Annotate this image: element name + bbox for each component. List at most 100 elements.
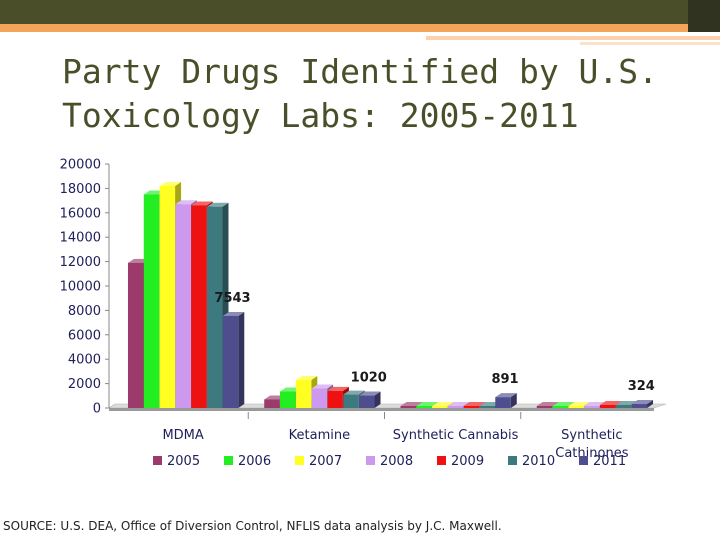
data-label: 7543 xyxy=(214,291,250,306)
legend-label: 2010 xyxy=(522,454,555,469)
bar-side xyxy=(510,393,517,408)
legend-swatch xyxy=(579,456,588,465)
legend-label: 2008 xyxy=(380,454,413,469)
data-label: 1020 xyxy=(351,371,387,386)
x-category-label: MDMA xyxy=(162,428,203,443)
bar-front xyxy=(191,205,207,408)
legend-swatch xyxy=(295,456,304,465)
bar-front xyxy=(495,397,511,408)
bar-front xyxy=(463,406,480,408)
bar-front xyxy=(280,391,296,408)
bar-top xyxy=(447,402,470,406)
bar-top xyxy=(416,402,438,406)
bar-top xyxy=(159,181,182,186)
decorative-line xyxy=(580,42,720,45)
bar xyxy=(495,393,517,408)
bar-chart: 0 2000 4000 6000 8000 10000 12000 14000 16000 180… xyxy=(60,158,667,469)
legend-label: 2006 xyxy=(238,454,271,469)
chart-floor-edge xyxy=(109,408,654,411)
bar-top xyxy=(359,391,381,396)
legend-swatch xyxy=(224,456,233,465)
legend-swatch xyxy=(508,456,517,465)
bar-front xyxy=(536,406,553,408)
legend-label: 2011 xyxy=(593,454,626,469)
bar-side xyxy=(238,311,245,408)
bar-front xyxy=(206,206,223,408)
x-category-label: Cathinones xyxy=(555,446,628,461)
bar-front xyxy=(599,404,616,408)
bar-top xyxy=(400,402,422,406)
legend-label: 2009 xyxy=(451,454,484,469)
bar-top xyxy=(495,393,517,398)
bar-top xyxy=(463,402,486,406)
bar-top xyxy=(552,402,575,406)
legend-swatch xyxy=(366,456,375,465)
bar-top xyxy=(343,390,365,395)
source-note: SOURCE: U.S. DEA, Office of Diversion Co… xyxy=(3,519,502,533)
bar-front xyxy=(359,395,375,408)
x-category-label: Synthetic xyxy=(561,428,622,443)
y-tick-label: 2000 xyxy=(68,377,101,392)
slide-corner-block xyxy=(688,0,720,32)
bar xyxy=(359,391,381,408)
bar-top xyxy=(191,201,213,206)
y-axis: 0 2000 4000 6000 8000 10000 12000 14000 16000 180… xyxy=(60,158,110,417)
legend-swatch xyxy=(153,456,162,465)
slide-top-bar xyxy=(0,0,720,24)
bar-front xyxy=(175,204,191,408)
bar-top xyxy=(631,400,654,405)
y-tick-label: 4000 xyxy=(68,353,101,368)
bar-front xyxy=(327,390,343,408)
legend-label: 2007 xyxy=(309,454,342,469)
bar xyxy=(631,400,654,408)
y-tick-label: 0 xyxy=(93,402,101,417)
decorative-line xyxy=(426,36,720,40)
bar xyxy=(222,311,245,408)
data-label: 891 xyxy=(491,372,518,387)
y-tick-label: 8000 xyxy=(68,304,101,319)
bar-front xyxy=(479,406,495,408)
x-category-label: Synthetic Cannabis xyxy=(393,428,519,443)
bar-front xyxy=(552,406,569,408)
bar-front xyxy=(143,194,160,408)
y-tick-label: 14000 xyxy=(60,231,101,246)
slide-title-line-1: Party Drugs Identified by U.S. xyxy=(62,52,659,91)
slide-title-line-2: Toxicology Labs: 2005-2011 xyxy=(62,96,579,135)
bar-front xyxy=(127,262,144,408)
bar-front xyxy=(568,406,584,408)
bar-front xyxy=(631,404,648,408)
bar-front xyxy=(447,406,464,408)
bar-top xyxy=(599,400,622,405)
chart-legend: 2005 2006 2007 2008 2009 2010 2011 xyxy=(153,454,626,469)
bar-front xyxy=(432,406,448,408)
bar-front xyxy=(400,406,416,408)
slide-title: Party Drugs Identified by U.S. Toxicolog… xyxy=(62,50,702,138)
slide-top-accent-bar xyxy=(0,24,720,32)
bar-front xyxy=(311,388,328,408)
legend-swatch xyxy=(437,456,446,465)
bar-top xyxy=(206,202,229,207)
y-tick-label: 10000 xyxy=(60,280,101,295)
y-tick-label: 20000 xyxy=(60,158,101,173)
y-tick-label: 18000 xyxy=(60,182,101,197)
legend-label: 2005 xyxy=(167,454,200,469)
y-tick-label: 12000 xyxy=(60,255,101,270)
bar-front xyxy=(159,185,176,408)
bar-top xyxy=(327,386,349,391)
bar-front xyxy=(264,399,280,408)
bar-side xyxy=(647,400,654,408)
bar-top xyxy=(568,402,590,406)
x-category-label: Ketamine xyxy=(289,428,350,443)
bar-front xyxy=(222,315,239,408)
bar-front xyxy=(615,404,632,408)
bar-front xyxy=(416,406,432,408)
bar-top xyxy=(432,402,454,406)
bar-top xyxy=(295,375,318,380)
data-label: 324 xyxy=(628,379,655,394)
bar-side xyxy=(374,391,381,408)
bar-top xyxy=(536,402,559,406)
bar-front xyxy=(584,406,600,408)
bar-top xyxy=(222,311,245,316)
bar-top xyxy=(175,200,197,205)
y-tick-label: 6000 xyxy=(68,328,101,343)
